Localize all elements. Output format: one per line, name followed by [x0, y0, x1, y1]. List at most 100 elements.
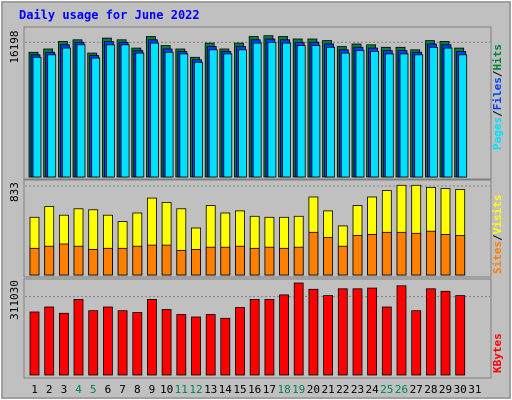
bar-sites-day-7	[117, 247, 128, 276]
visits-panel-legend: Sites/Visits	[491, 195, 504, 275]
bar-kbytes-day-23	[352, 288, 363, 376]
bar-kbytes-day-1	[29, 311, 40, 376]
bar-sites-day-30	[455, 235, 466, 276]
bar-kbytes-day-29	[440, 290, 451, 376]
kbytes-panel-legend: KBytes	[491, 333, 504, 373]
bar-kbytes-day-4	[73, 298, 84, 376]
day-label-31: 31	[468, 383, 481, 396]
bar-kbytes-day-19	[293, 282, 304, 376]
kbytes-panel: 311030 KBytes	[8, 278, 504, 379]
day-label-6: 6	[105, 383, 112, 396]
bar-kbytes-day-9	[146, 298, 157, 376]
bar-sites-day-11	[176, 249, 187, 276]
visits-panel-max-tick: 833	[8, 182, 21, 202]
day-label-9: 9	[149, 383, 156, 396]
bar-kbytes-day-26	[396, 285, 407, 376]
bar-sites-day-13	[205, 246, 216, 276]
bar-sites-day-15	[235, 245, 245, 276]
day-label-30: 30	[454, 383, 467, 396]
day-label-12: 12	[189, 383, 202, 396]
bar-pages-day-5	[91, 57, 101, 178]
bar-pages-day-26	[399, 53, 409, 178]
bar-sites-day-14	[220, 246, 231, 276]
bar-kbytes-day-5	[88, 310, 99, 376]
bar-pages-day-13	[208, 49, 218, 178]
day-label-16: 16	[248, 383, 261, 396]
kbytes-panel-bars	[25, 282, 490, 376]
bar-pages-day-17	[267, 41, 277, 178]
bar-sites-day-24	[367, 233, 378, 276]
bar-pages-day-1	[32, 56, 42, 178]
bar-kbytes-day-6	[103, 306, 113, 376]
bar-sites-day-10	[161, 244, 172, 276]
bar-pages-day-15	[238, 49, 247, 178]
bar-pages-day-2	[47, 54, 57, 178]
day-label-21: 21	[321, 383, 334, 396]
day-label-29: 29	[439, 383, 452, 396]
bar-pages-day-24	[370, 51, 380, 178]
bar-pages-day-30	[458, 54, 468, 178]
day-label-8: 8	[134, 383, 141, 396]
day-label-14: 14	[219, 383, 233, 396]
bar-kbytes-day-28	[425, 288, 436, 376]
bar-kbytes-day-3	[59, 312, 69, 376]
bar-pages-day-27	[414, 54, 424, 178]
kbytes-panel-max-tick: 311030	[8, 280, 21, 320]
bar-kbytes-day-18	[279, 294, 290, 376]
bar-sites-day-23	[352, 235, 363, 276]
bar-sites-day-25	[381, 231, 392, 276]
bar-sites-day-22	[337, 245, 348, 276]
legend-separator: /	[491, 234, 504, 241]
bar-kbytes-day-2	[44, 306, 55, 376]
bar-kbytes-day-15	[235, 307, 245, 376]
bar-pages-day-18	[282, 42, 292, 178]
bar-kbytes-day-7	[117, 310, 128, 376]
bar-sites-day-5	[88, 248, 99, 276]
bar-pages-day-4	[76, 44, 86, 178]
bar-pages-day-3	[62, 47, 71, 178]
bar-sites-day-27	[411, 232, 422, 276]
bar-kbytes-day-25	[381, 306, 392, 376]
bar-pages-day-12	[194, 61, 203, 178]
bar-pages-day-9	[149, 42, 159, 178]
bar-pages-day-25	[384, 53, 394, 178]
bar-sites-day-21	[323, 237, 334, 276]
bar-pages-day-20	[311, 45, 321, 178]
day-label-17: 17	[263, 383, 276, 396]
day-label-5: 5	[90, 383, 97, 396]
bar-kbytes-day-22	[337, 288, 348, 376]
bar-kbytes-day-10	[161, 309, 172, 376]
bar-pages-day-16	[252, 42, 262, 178]
bar-sites-day-6	[103, 247, 113, 276]
day-label-22: 22	[336, 383, 349, 396]
legend-files: Files	[491, 77, 504, 110]
bar-sites-day-8	[132, 245, 143, 276]
bar-kbytes-day-30	[455, 295, 466, 376]
day-label-20: 20	[307, 383, 320, 396]
bar-kbytes-day-8	[132, 312, 143, 376]
bar-sites-day-28	[425, 230, 436, 276]
bar-sites-day-12	[191, 248, 201, 276]
bar-pages-day-29	[443, 47, 453, 178]
bar-sites-day-17	[264, 246, 275, 276]
day-label-1: 1	[31, 383, 38, 396]
bar-pages-day-11	[179, 53, 189, 178]
hits-panel-bars	[25, 35, 490, 178]
bar-pages-day-23	[355, 50, 365, 178]
bar-pages-day-19	[296, 45, 306, 178]
bar-pages-day-21	[326, 46, 336, 178]
bar-sites-day-4	[73, 245, 84, 276]
bar-kbytes-day-12	[191, 316, 201, 376]
day-label-27: 27	[410, 383, 423, 396]
bar-pages-day-6	[106, 44, 115, 178]
bar-pages-day-10	[164, 51, 174, 178]
bar-sites-day-1	[29, 247, 40, 276]
day-label-4: 4	[75, 383, 82, 396]
bar-sites-day-19	[293, 246, 304, 276]
day-label-26: 26	[395, 383, 408, 396]
day-label-23: 23	[351, 383, 364, 396]
bar-sites-day-18	[279, 247, 290, 276]
bar-sites-day-16	[249, 247, 260, 276]
